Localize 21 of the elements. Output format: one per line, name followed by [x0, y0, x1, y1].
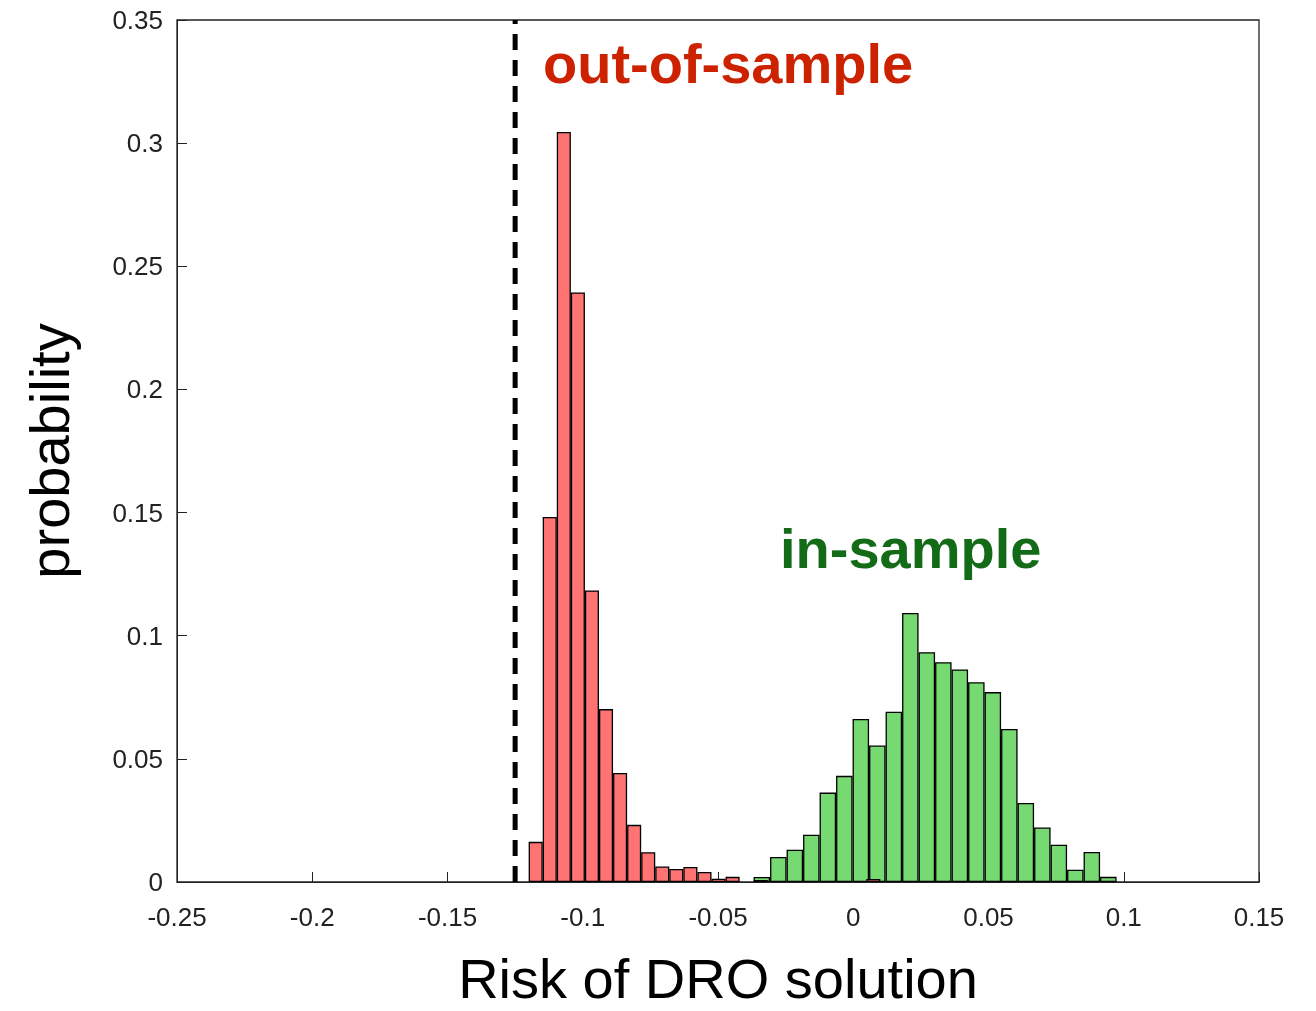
x-tick-label: 0.15: [1233, 902, 1285, 932]
y-tick-label: 0.2: [126, 374, 163, 405]
x-tick-label: 0.1: [1105, 902, 1142, 932]
x-axis-title: Risk of DRO solution: [458, 946, 978, 1010]
y-axis-title: probability: [17, 323, 81, 579]
x-tick-label: -0.05: [688, 902, 748, 932]
x-tick-label: -0.25: [147, 902, 207, 932]
y-tick-label: 0.05: [112, 743, 163, 774]
y-tick-label: 0.1: [126, 620, 163, 651]
annotation: in-sample: [780, 516, 1042, 580]
y-tick-label: 0.25: [112, 251, 163, 282]
x-tick-label: -0.15: [417, 902, 478, 932]
y-tick-label: 0.35: [112, 5, 163, 35]
y-tick-label: 0.15: [112, 497, 163, 528]
y-tick-label: 0.3: [126, 128, 163, 159]
annotation: out-of-sample: [543, 31, 914, 95]
x-tick-label: -0.1: [560, 902, 606, 932]
x-tick-label: 0: [846, 902, 861, 932]
y-tick-label: 0: [148, 867, 163, 897]
x-tick-label: 0.05: [963, 902, 1014, 932]
x-tick-label: -0.2: [289, 902, 335, 932]
